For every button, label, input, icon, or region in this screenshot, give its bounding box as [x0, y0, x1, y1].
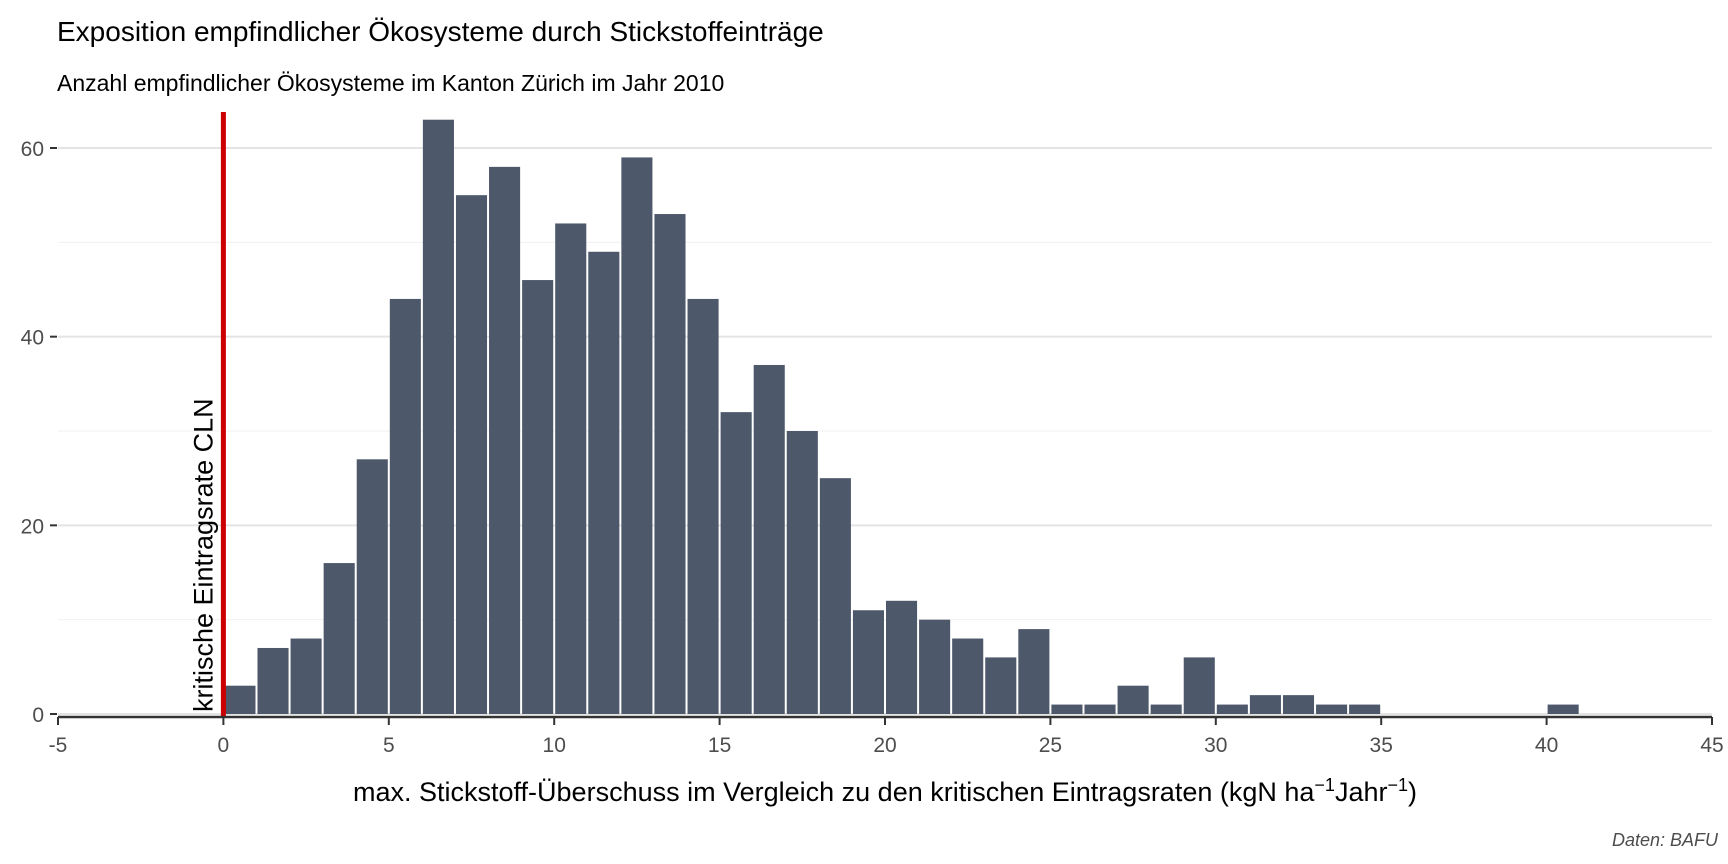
bar-32	[1282, 695, 1315, 714]
x-tick-label-3: 10	[543, 734, 566, 757]
x-tick-label-2: 5	[383, 734, 395, 757]
reference-line-label: kritische Eintragsrate CLN	[188, 398, 218, 712]
bar-20	[886, 600, 918, 714]
bar-34	[1349, 704, 1381, 714]
bar-10	[555, 223, 587, 714]
histogram-bars	[224, 119, 1579, 715]
bar-2	[290, 638, 322, 714]
x-tick-label-0: -5	[49, 734, 68, 757]
x-tick-label-7: 30	[1204, 734, 1227, 757]
bar-3	[323, 563, 355, 714]
bar-5	[389, 298, 421, 714]
bar-7	[455, 195, 488, 714]
bar-23	[985, 657, 1017, 714]
x-axis-label-sup-1: −1	[1314, 775, 1335, 795]
bar-14	[687, 298, 719, 714]
bar-33	[1316, 704, 1348, 714]
chart-subtitle: Anzahl empfindlicher Ökosysteme im Kanto…	[57, 70, 725, 96]
x-tick-label-10: 45	[1700, 734, 1723, 757]
x-tick-label-6: 25	[1039, 734, 1062, 757]
bar-13	[654, 214, 686, 715]
bar-22	[952, 638, 984, 714]
bar-9	[522, 280, 554, 714]
bar-24	[1018, 629, 1050, 714]
x-tick-label-5: 20	[873, 734, 896, 757]
bar-17	[786, 431, 818, 714]
bar-6	[422, 119, 454, 714]
bar-31	[1249, 695, 1281, 714]
bar-11	[588, 251, 620, 714]
bar-18	[819, 478, 851, 714]
x-tick-label-1: 0	[218, 734, 230, 757]
grid-lines	[58, 147, 1712, 715]
y-tick-label-2: 40	[21, 327, 44, 350]
x-axis-label-main: max. Stickstoff-Überschuss im Vergleich …	[353, 777, 1315, 807]
x-tick-label-4: 15	[708, 734, 731, 757]
chart-title: Exposition empfindlicher Ökosysteme durc…	[57, 16, 824, 47]
x-tick-label-8: 35	[1370, 734, 1393, 757]
x-axis-label: max. Stickstoff-Überschuss im Vergleich …	[353, 775, 1417, 807]
bar-26	[1084, 704, 1116, 714]
bar-19	[852, 610, 884, 714]
bar-29	[1183, 657, 1215, 714]
bar-30	[1216, 704, 1248, 714]
y-tick-label-0: 0	[32, 704, 44, 727]
bar-1	[257, 647, 289, 714]
x-axis-label-end: )	[1408, 777, 1417, 807]
data-source-caption: Daten: BAFU	[1612, 830, 1719, 850]
reference-line-group: kritische Eintragsrate CLN	[188, 112, 226, 716]
y-tick-label-1: 20	[21, 515, 44, 538]
bar-12	[621, 157, 653, 714]
x-axis-label-sup-2: −1	[1387, 775, 1408, 795]
x-axis-label-mid: Jahr	[1335, 777, 1388, 807]
bar-21	[919, 619, 951, 714]
y-tick-label-3: 60	[21, 138, 44, 161]
bar-0	[224, 685, 256, 714]
bar-27	[1117, 685, 1149, 714]
bar-35	[1547, 704, 1579, 714]
bar-25	[1051, 704, 1083, 714]
bar-8	[489, 166, 521, 714]
bar-15	[720, 412, 752, 714]
bar-4	[356, 459, 388, 714]
bar-16	[753, 364, 785, 714]
x-tick-label-9: 40	[1535, 734, 1558, 757]
bar-28	[1150, 704, 1182, 714]
